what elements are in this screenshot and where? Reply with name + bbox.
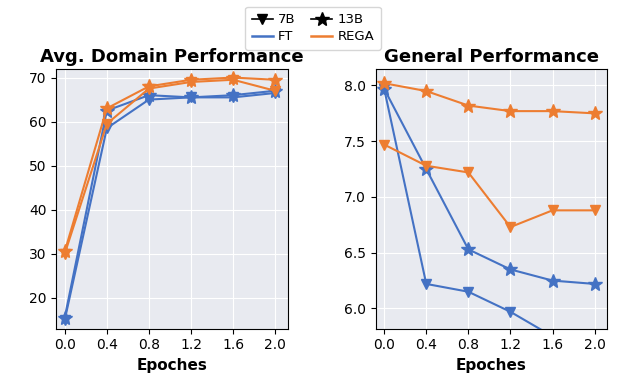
X-axis label: Epoches: Epoches xyxy=(456,358,527,373)
Title: General Performance: General Performance xyxy=(384,48,599,66)
X-axis label: Epoches: Epoches xyxy=(136,358,207,373)
Title: Avg. Domain Performance: Avg. Domain Performance xyxy=(40,48,304,66)
Legend: 7B, FT, 13B, REGA: 7B, FT, 13B, REGA xyxy=(245,6,381,50)
